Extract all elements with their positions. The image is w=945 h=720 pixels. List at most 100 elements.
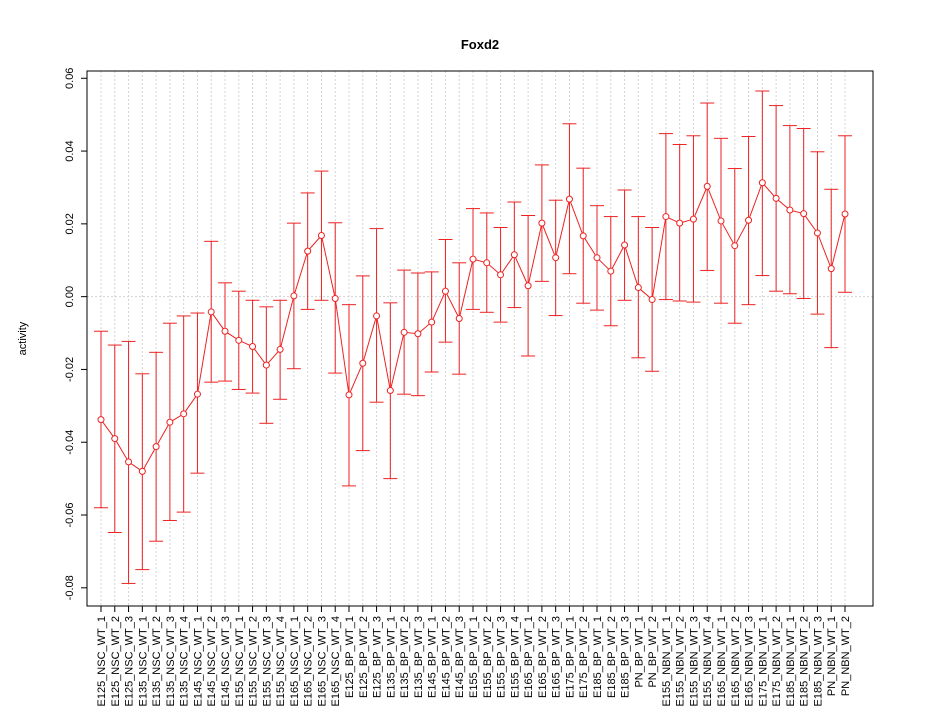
x-tick-label: E125_BP_WT_1 <box>344 616 356 698</box>
data-point <box>676 219 684 227</box>
data-point <box>400 328 408 336</box>
data-point <box>235 336 243 344</box>
x-tick-label: E165_BP_WT_1 <box>523 616 535 698</box>
x-tick-label: PN_NBN_WT_2 <box>840 616 852 696</box>
y-axis: -0.08 -0.06 -0.04 -0.02 0.00 0.02 0.04 0.06 <box>64 68 87 600</box>
x-tick-label: E165_NSC_WT_1 <box>289 616 301 707</box>
x-tick-label: E175_BP_WT_2 <box>578 616 590 698</box>
data-point <box>180 410 188 418</box>
x-tick-label: E165_BP_WT_2 <box>537 616 549 698</box>
data-point <box>786 206 794 214</box>
data-point <box>125 458 133 466</box>
x-tick-label: E155_NSC_WT_1 <box>234 616 246 707</box>
data-point <box>731 242 739 250</box>
data-point <box>331 294 339 302</box>
y-axis-label: activity <box>17 321 29 355</box>
data-point <box>469 255 477 263</box>
plot-box <box>86 70 874 607</box>
x-tick-label: E125_NSC_WT_3 <box>124 616 136 707</box>
y-tick-label: 0.02 <box>64 213 76 234</box>
data-point <box>221 327 229 335</box>
x-tick-label: E135_NSC_WT_2 <box>151 616 163 707</box>
y-tick-label: -0.02 <box>64 357 76 382</box>
data-point <box>111 435 119 443</box>
x-tick-label: E155_NSC_WT_4 <box>275 616 287 707</box>
data-point <box>373 312 381 320</box>
data-point <box>414 330 422 338</box>
x-tick-label: E135_NSC_WT_3 <box>165 616 177 707</box>
data-point <box>538 219 546 227</box>
data-point <box>648 296 656 304</box>
data-point <box>483 259 491 267</box>
x-tick-label: E165_NBN_WT_3 <box>744 616 756 707</box>
x-tick-label: PN_NBN_WT_1 <box>826 616 838 696</box>
x-tick-label: E175_BP_WT_1 <box>564 616 576 698</box>
data-point <box>304 247 312 255</box>
x-tick-label: E155_BP_WT_2 <box>482 616 494 698</box>
x-tick-label: E165_NBN_WT_2 <box>730 616 742 707</box>
x-tick-label: PN_BP_WT_1 <box>633 616 645 688</box>
data-point <box>207 308 215 316</box>
data-point <box>813 229 821 237</box>
data-point <box>717 217 725 225</box>
y-tick-label: -0.06 <box>64 502 76 527</box>
x-axis: E125_NSC_WT_1 E125_NSC_WT_2 E125_NSC_WT_3 E… <box>96 606 852 707</box>
y-tick-label: -0.04 <box>64 430 76 455</box>
data-point <box>800 210 808 218</box>
data-point <box>290 292 298 300</box>
y-tick-label: 0.06 <box>64 68 76 89</box>
data-point <box>758 179 766 187</box>
data-point <box>552 254 560 262</box>
x-tick-label: E155_BP_WT_3 <box>496 616 508 698</box>
data-point <box>262 361 270 369</box>
x-tick-label: E185_NBN_WT_2 <box>799 616 811 707</box>
data-point <box>689 215 697 223</box>
x-tick-label: E185_BP_WT_2 <box>606 616 618 698</box>
y-tick-label: 0.04 <box>64 140 76 161</box>
x-tick-label: E135_BP_WT_2 <box>399 616 411 698</box>
x-tick-label: E155_NBN_WT_3 <box>688 616 700 707</box>
data-point <box>97 416 105 424</box>
data-point <box>703 182 711 190</box>
data-point <box>607 267 615 275</box>
data-point <box>193 390 201 398</box>
data-point <box>510 251 518 259</box>
data-point <box>634 284 642 292</box>
x-tick-label: E185_BP_WT_3 <box>620 616 632 698</box>
data-point <box>386 387 394 395</box>
x-tick-label: E155_BP_WT_4 <box>509 616 521 698</box>
data-point <box>249 343 257 351</box>
x-tick-label: E155_BP_WT_1 <box>468 616 480 698</box>
data-point <box>827 265 835 273</box>
x-tick-label: E155_NBN_WT_4 <box>702 616 714 707</box>
x-tick-label: E145_NSC_WT_1 <box>192 616 204 707</box>
data-point <box>455 314 463 322</box>
data-point <box>317 232 325 240</box>
x-tick-label: E145_NSC_WT_2 <box>206 616 218 707</box>
x-tick-label: PN_BP_WT_2 <box>647 616 659 688</box>
series <box>94 90 852 584</box>
x-tick-label: E145_BP_WT_2 <box>440 616 452 698</box>
x-tick-label: E165_NSC_WT_4 <box>330 616 342 707</box>
x-tick-label: E145_BP_WT_1 <box>427 616 439 698</box>
x-tick-label: E155_NSC_WT_3 <box>261 616 273 707</box>
data-point <box>152 443 160 451</box>
x-tick-label: E185_BP_WT_1 <box>592 616 604 698</box>
x-tick-label: E175_NBN_WT_1 <box>757 616 769 707</box>
x-tick-label: E125_BP_WT_2 <box>358 616 370 698</box>
x-tick-label: E165_NSC_WT_2 <box>303 616 315 707</box>
x-tick-label: E185_NBN_WT_1 <box>785 616 797 707</box>
x-tick-label: E165_NSC_WT_3 <box>316 616 328 707</box>
data-point <box>524 282 532 290</box>
x-tick-label: E155_NSC_WT_2 <box>248 616 260 707</box>
chart-title: Foxd2 <box>461 37 499 52</box>
data-point <box>745 216 753 224</box>
x-tick-label: E135_BP_WT_3 <box>413 616 425 698</box>
data-point <box>772 194 780 202</box>
x-tick-label: E155_NBN_WT_2 <box>675 616 687 707</box>
x-tick-label: E145_BP_WT_3 <box>454 616 466 698</box>
x-tick-label: E175_NBN_WT_2 <box>771 616 783 707</box>
data-point <box>441 287 449 295</box>
data-point <box>276 345 284 353</box>
